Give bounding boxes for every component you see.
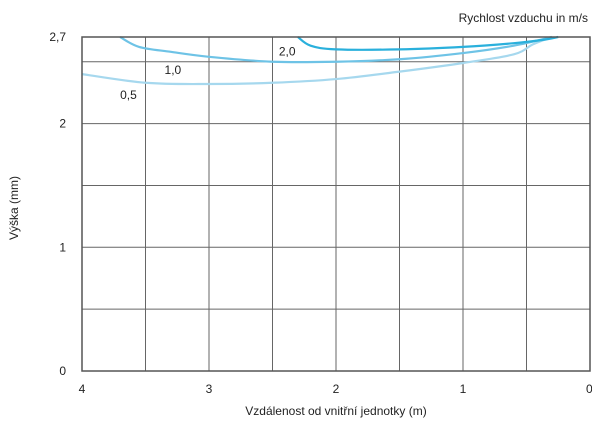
x-tick-labels: 4 3 2 1 0 xyxy=(79,382,592,396)
x-tick-label: 3 xyxy=(206,382,213,396)
grid xyxy=(82,37,590,371)
y-tick-label: 2,7 xyxy=(49,30,66,44)
x-tick-label: 0 xyxy=(586,382,592,396)
x-tick-label: 2 xyxy=(333,382,340,396)
curve-1-0 xyxy=(119,35,553,64)
x-tick-label: 1 xyxy=(460,382,467,396)
curve-label: 1,0 xyxy=(165,63,182,77)
curve-label: 2,0 xyxy=(279,45,296,59)
curve-labels: 0,5 1,0 2,0 xyxy=(120,45,296,102)
x-tick-label: 4 xyxy=(79,382,86,396)
y-tick-labels: 0 1 2 2,7 xyxy=(49,30,66,378)
y-tick-label: 0 xyxy=(59,364,66,378)
x-axis-title: Vzdálenost od vnitřní jednotky (m) xyxy=(245,404,426,418)
legend-title: Rychlost vzduchu in m/s xyxy=(459,11,588,25)
curves xyxy=(81,35,559,86)
y-tick-label: 1 xyxy=(59,240,66,254)
curve-2-0 xyxy=(297,35,559,51)
plot-frame xyxy=(81,36,591,372)
curve-label: 0,5 xyxy=(120,88,137,102)
y-axis-title: Výška (mm) xyxy=(7,176,21,240)
curve-0-5 xyxy=(81,35,553,86)
y-tick-label: 2 xyxy=(59,117,66,131)
